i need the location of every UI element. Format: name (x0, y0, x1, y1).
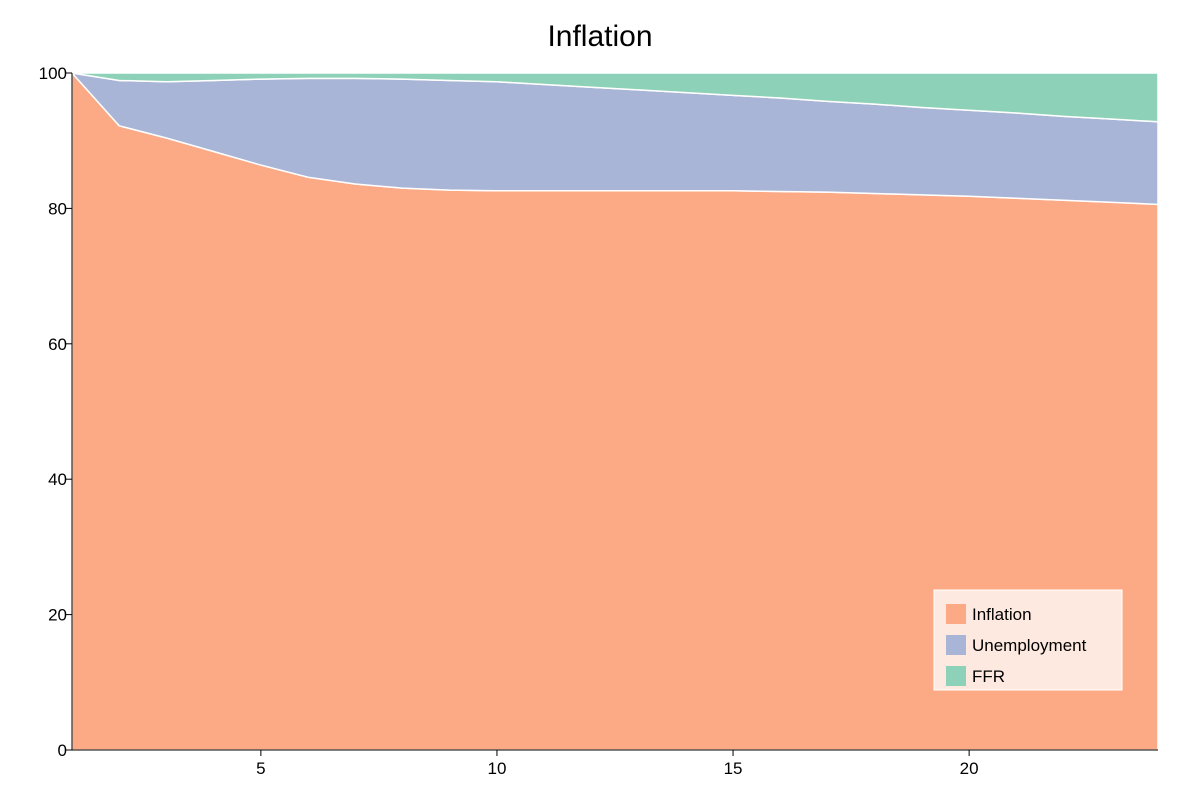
y-tick-label: 20 (48, 606, 67, 625)
legend-label-ffr: FFR (972, 667, 1005, 686)
legend-swatch-inflation (946, 604, 966, 624)
chart-title: Inflation (547, 20, 653, 53)
y-tick-label: 100 (39, 64, 67, 83)
x-tick-label: 10 (487, 759, 506, 778)
legend-swatch-unemployment (946, 635, 966, 655)
x-tick-label: 20 (960, 759, 979, 778)
y-tick-label: 80 (48, 199, 67, 218)
x-tick-label: 15 (724, 759, 743, 778)
y-tick-label: 40 (48, 470, 67, 489)
legend-label-inflation: Inflation (972, 605, 1032, 624)
axes-layer: 0 20 40 60 80 100 5 10 15 20 (39, 64, 1158, 778)
legend-swatch-ffr (946, 666, 966, 686)
x-tick-label: 5 (256, 759, 265, 778)
legend: Inflation Unemployment FFR (933, 589, 1123, 691)
y-tick-label: 60 (48, 335, 67, 354)
area-series-ffr (71, 72, 1159, 123)
y-tick-label: 0 (58, 741, 67, 760)
legend-label-unemployment: Unemployment (972, 636, 1087, 655)
